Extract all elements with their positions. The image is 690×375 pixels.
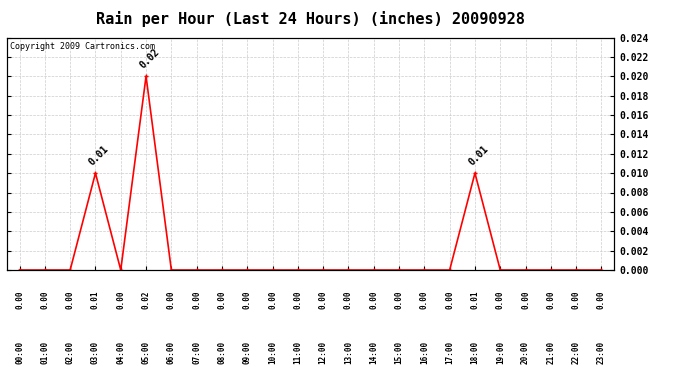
Text: 0.00: 0.00 (521, 291, 530, 309)
Text: 0.00: 0.00 (268, 291, 277, 309)
Text: 0.00: 0.00 (15, 291, 24, 309)
Text: 0.00: 0.00 (597, 291, 606, 309)
Text: Copyright 2009 Cartronics.com: Copyright 2009 Cartronics.com (10, 42, 155, 51)
Text: 0.00: 0.00 (293, 291, 302, 309)
Text: 15:00: 15:00 (395, 341, 404, 364)
Text: 22:00: 22:00 (571, 341, 581, 364)
Text: 0.01: 0.01 (87, 144, 111, 168)
Text: 0.02: 0.02 (138, 47, 161, 71)
Text: 04:00: 04:00 (116, 341, 126, 364)
Text: 13:00: 13:00 (344, 341, 353, 364)
Text: 07:00: 07:00 (192, 341, 201, 364)
Text: 0.00: 0.00 (369, 291, 378, 309)
Text: 09:00: 09:00 (243, 341, 252, 364)
Text: 00:00: 00:00 (15, 341, 24, 364)
Text: 0.00: 0.00 (66, 291, 75, 309)
Text: 20:00: 20:00 (521, 341, 530, 364)
Text: 0.01: 0.01 (466, 144, 491, 168)
Text: 12:00: 12:00 (319, 341, 328, 364)
Text: 19:00: 19:00 (495, 341, 505, 364)
Text: 0.00: 0.00 (445, 291, 454, 309)
Text: 11:00: 11:00 (293, 341, 302, 364)
Text: 17:00: 17:00 (445, 341, 454, 364)
Text: 01:00: 01:00 (40, 341, 50, 364)
Text: 0.00: 0.00 (243, 291, 252, 309)
Text: 0.00: 0.00 (420, 291, 429, 309)
Text: 0.00: 0.00 (344, 291, 353, 309)
Text: 06:00: 06:00 (167, 341, 176, 364)
Text: 16:00: 16:00 (420, 341, 429, 364)
Text: 08:00: 08:00 (217, 341, 226, 364)
Text: 0.00: 0.00 (217, 291, 226, 309)
Text: 21:00: 21:00 (546, 341, 555, 364)
Text: 0.00: 0.00 (546, 291, 555, 309)
Text: 0.01: 0.01 (91, 291, 100, 309)
Text: 0.00: 0.00 (495, 291, 505, 309)
Text: 0.02: 0.02 (141, 291, 150, 309)
Text: 02:00: 02:00 (66, 341, 75, 364)
Text: 10:00: 10:00 (268, 341, 277, 364)
Text: Rain per Hour (Last 24 Hours) (inches) 20090928: Rain per Hour (Last 24 Hours) (inches) 2… (96, 11, 525, 27)
Text: 05:00: 05:00 (141, 341, 150, 364)
Text: 0.00: 0.00 (167, 291, 176, 309)
Text: 0.00: 0.00 (319, 291, 328, 309)
Text: 14:00: 14:00 (369, 341, 378, 364)
Text: 0.00: 0.00 (192, 291, 201, 309)
Text: 03:00: 03:00 (91, 341, 100, 364)
Text: 23:00: 23:00 (597, 341, 606, 364)
Text: 0.01: 0.01 (471, 291, 480, 309)
Text: 0.00: 0.00 (571, 291, 581, 309)
Text: 0.00: 0.00 (40, 291, 50, 309)
Text: 0.00: 0.00 (116, 291, 126, 309)
Text: 0.00: 0.00 (395, 291, 404, 309)
Text: 18:00: 18:00 (471, 341, 480, 364)
